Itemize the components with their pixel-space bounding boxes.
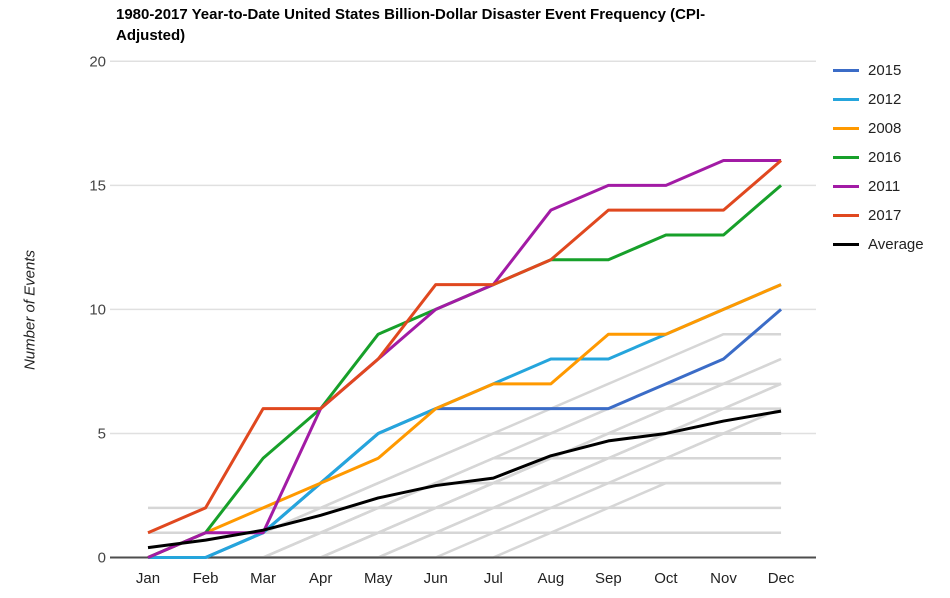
y-tick-label-15: 15 <box>89 177 106 194</box>
legend-item-average[interactable]: Average <box>833 230 948 259</box>
legend: 2015 2012 2008 2016 2011 2017 Average <box>833 56 948 259</box>
x-tick-label-jun: Jun <box>424 570 448 587</box>
legend-item-2015[interactable]: 2015 <box>833 56 948 85</box>
legend-label-2012: 2012 <box>868 91 902 108</box>
chart-title: 1980-2017 Year-to-Date United States Bil… <box>116 4 856 46</box>
legend-swatch-2008 <box>833 127 859 130</box>
x-tick-label-dec: Dec <box>768 570 795 587</box>
legend-label-average: Average <box>868 236 924 253</box>
y-tick-label-5: 5 <box>98 425 106 442</box>
legend-swatch-2016 <box>833 156 859 159</box>
x-tick-label-apr: Apr <box>309 570 332 587</box>
y-tick-label-20: 20 <box>89 53 106 70</box>
legend-label-2017: 2017 <box>868 207 902 224</box>
x-tick-label-oct: Oct <box>654 570 678 587</box>
legend-swatch-2015 <box>833 69 859 72</box>
series-line-average[interactable] <box>147 409 782 550</box>
x-tick-label-feb: Feb <box>193 570 219 587</box>
x-tick-label-jul: Jul <box>484 570 503 587</box>
legend-label-2008: 2008 <box>868 120 902 137</box>
series-line-2011[interactable] <box>147 159 782 559</box>
legend-item-2011[interactable]: 2011 <box>833 172 948 201</box>
y-tick-label-10: 10 <box>89 301 106 318</box>
x-tick-label-may: May <box>364 570 393 587</box>
legend-swatch-2011 <box>833 185 859 188</box>
legend-item-2017[interactable]: 2017 <box>833 201 948 230</box>
legend-swatch-2017 <box>833 214 859 217</box>
legend-item-2008[interactable]: 2008 <box>833 114 948 143</box>
legend-label-2016: 2016 <box>868 149 902 166</box>
legend-swatch-average <box>833 243 859 246</box>
series-line-2016[interactable] <box>147 184 783 559</box>
x-tick-label-jan: Jan <box>136 570 160 587</box>
x-tick-label-sep: Sep <box>595 570 622 587</box>
x-tick-label-mar: Mar <box>250 570 276 587</box>
x-tick-label-nov: Nov <box>710 570 737 587</box>
legend-label-2011: 2011 <box>868 178 901 195</box>
y-tick-label-0: 0 <box>98 550 106 567</box>
chart-title-line-2: Adjusted) <box>116 27 186 44</box>
chart-title-line-1: 1980-2017 Year-to-Date United States Bil… <box>116 6 706 23</box>
legend-item-2016[interactable]: 2016 <box>833 143 948 172</box>
legend-item-2012[interactable]: 2012 <box>833 85 948 114</box>
legend-label-2015: 2015 <box>868 62 902 79</box>
series-line-2017[interactable] <box>147 159 783 535</box>
legend-swatch-2012 <box>833 98 859 101</box>
series-line-2008[interactable] <box>147 283 782 559</box>
x-tick-label-aug: Aug <box>537 570 564 587</box>
background-year-line-15 <box>148 432 782 559</box>
